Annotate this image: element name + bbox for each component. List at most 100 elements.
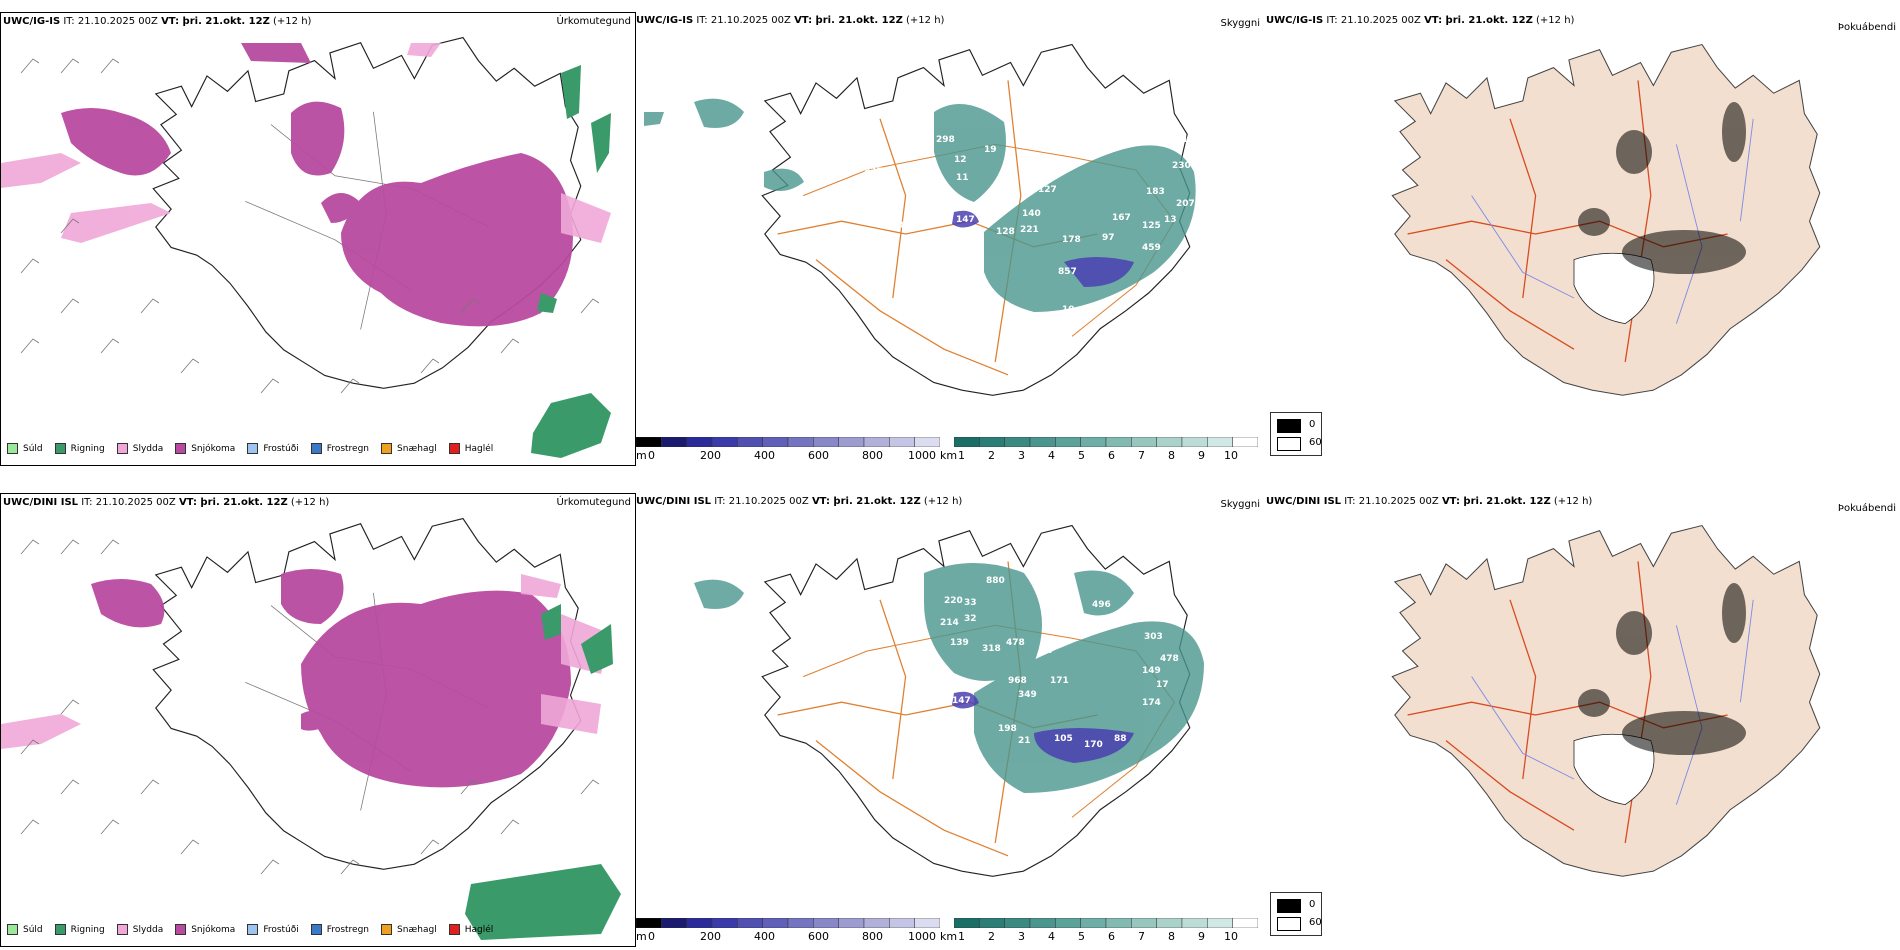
visibility-ticks-top: 1 2 3 4 5 6 7 8 9 10 [954, 449, 1258, 463]
shadow-labels-bottom: 880 220 33 214 32 139 478 318 496 231 24… [698, 576, 1179, 750]
shadow-label: 128 [996, 227, 1015, 237]
shadow-label: 19 [984, 145, 997, 155]
shadow-label: 270 [1146, 610, 1165, 620]
shadow-label: 140 [1022, 209, 1041, 219]
height-colorbar-cell [711, 918, 738, 928]
height-tick: 200 [700, 449, 721, 462]
height-colorbar-cell [914, 918, 940, 928]
shadow-label: 139 [950, 638, 969, 648]
height-colorbar-top [636, 437, 940, 447]
fog-type-label-top: Þokuábendi [1837, 22, 1896, 33]
height-tick: 800 [862, 449, 883, 462]
visibility-tick: 8 [1168, 449, 1175, 462]
shadow-label: 149 [1142, 666, 1161, 676]
visibility-tick: 6 [1108, 930, 1115, 943]
precip-legend-bottom: Súld Rigning Slydda Snjókoma Frostúði Fr… [7, 924, 505, 935]
shadow-label: 230 [1172, 161, 1191, 171]
height-tick: 800 [862, 930, 883, 943]
visibility-colorbar-cell [1055, 918, 1081, 928]
precip-panel-bottom: UWC/DINI ISL IT: 21.10.2025 00Z VT: þri.… [0, 493, 636, 947]
visibility-colorbar-cell [1131, 918, 1157, 928]
height-colorbar-cell [661, 437, 687, 447]
shadow-label: 183 [1146, 187, 1165, 197]
visibility-unit-top: km [940, 449, 958, 462]
legend-item-haglel: Haglél [448, 443, 493, 454]
visibility-colorbar-cell [1207, 918, 1233, 928]
precip-map-top [1, 36, 611, 458]
shadow-label: 880 [986, 576, 1005, 586]
legend-item-snjokoma: Snjókoma [175, 443, 235, 454]
visibility-tick: 9 [1198, 930, 1205, 943]
fog-title-bottom: UWC/DINI ISL IT: 21.10.2025 00Z VT: þri.… [1266, 496, 1593, 507]
visibility-colorbar-cell [1029, 437, 1056, 447]
shadow-label: 171 [1050, 676, 1069, 686]
height-tick: 400 [754, 449, 775, 462]
visibility-tick: 8 [1168, 930, 1175, 943]
shadow-label: 105 [1054, 734, 1073, 744]
cloud-label-0: 0 [1309, 899, 1316, 910]
legend-item-snaehagl: Snæhagl [381, 924, 437, 935]
shadow-map-top: 298 12 11 19 127 87 313 18 189 230 15 18… [644, 43, 1207, 396]
height-ticks-top: 0 200 400 600 800 1000 [636, 449, 940, 463]
legend-item-frostudi: Frostúði [247, 443, 299, 454]
visibility-colorbar-cell [1080, 437, 1107, 447]
legend-item-snaehagl: Snæhagl [381, 443, 437, 454]
visibility-colorbar-cell [1156, 918, 1183, 928]
precip-type-label-bottom: Úrkomutegund [556, 497, 631, 508]
visibility-tick: 5 [1078, 449, 1085, 462]
height-colorbar-cell [787, 437, 814, 447]
shadow-label: 857 [1058, 267, 1077, 277]
cloud-swatch-0 [1277, 899, 1301, 913]
visibility-tick: 4 [1048, 930, 1055, 943]
visibility-tick: 4 [1048, 449, 1055, 462]
visibility-tick: 5 [1078, 930, 1085, 943]
shadow-labels-top: 298 12 11 19 127 87 313 18 189 230 15 18… [700, 115, 1207, 315]
height-tick: 400 [754, 930, 775, 943]
height-tick: 0 [648, 930, 655, 943]
shadow-label: 207 [1176, 199, 1195, 209]
shadow-label: 13 [1164, 215, 1177, 225]
shadow-label: 33 [964, 598, 977, 608]
visibility-tick: 1 [958, 449, 965, 462]
legend-item-rigning: Rigning [54, 924, 105, 935]
cloud-swatch-0 [1277, 419, 1301, 433]
visibility-colorbar-cell [979, 437, 1005, 447]
height-tick: 0 [648, 449, 655, 462]
shadow-label: 478 [1160, 654, 1179, 664]
height-colorbar-cell [838, 918, 865, 928]
visibility-colorbar-cell [1055, 437, 1081, 447]
height-colorbar-cell [686, 918, 713, 928]
height-colorbar-cell [889, 918, 915, 928]
cloud-label-60: 60 [1309, 437, 1322, 448]
height-tick: 1000 [908, 449, 936, 462]
height-tick: 200 [700, 930, 721, 943]
shadow-label: 313 [1124, 135, 1143, 145]
height-ticks-bottom: 0 200 400 600 800 1000 [636, 930, 940, 944]
legend-item-frostudi: Frostúði [247, 924, 299, 935]
visibility-unit-bottom: km [940, 930, 958, 943]
height-colorbar-cell [813, 437, 839, 447]
shadow-label: 188 [894, 221, 913, 231]
visibility-tick: 6 [1108, 449, 1115, 462]
visibility-colorbar-cell [1207, 437, 1233, 447]
visibility-colorbar-cell [954, 437, 980, 447]
height-colorbar-cell [711, 437, 738, 447]
precip-type-label-top: Úrkomutegund [556, 16, 631, 27]
fog-title-top: UWC/IG-IS IT: 21.10.2025 00Z VT: þri. 21… [1266, 15, 1575, 26]
shadow-label: 10 [1062, 305, 1075, 315]
shadow-label: 968 [1008, 676, 1027, 686]
shadow-label: 21 [1018, 736, 1031, 746]
cloud-swatch-60 [1277, 437, 1301, 451]
legend-item-rigning: Rigning [54, 443, 105, 454]
shadow-label: 246 [1126, 614, 1145, 624]
height-colorbar-cell [762, 918, 789, 928]
legend-item-slydda: Slydda [116, 924, 163, 935]
legend-item-snjokoma: Snjókoma [175, 924, 235, 935]
shadow-label: 127 [1038, 185, 1057, 195]
shadow-label: 115 [700, 225, 719, 235]
legend-item-frostregn: Frostregn [310, 924, 369, 935]
height-colorbar-cell [737, 918, 763, 928]
precip-map-bottom [1, 517, 621, 940]
shadow-label: 220 [944, 596, 963, 606]
shadow-label: 298 [936, 135, 955, 145]
